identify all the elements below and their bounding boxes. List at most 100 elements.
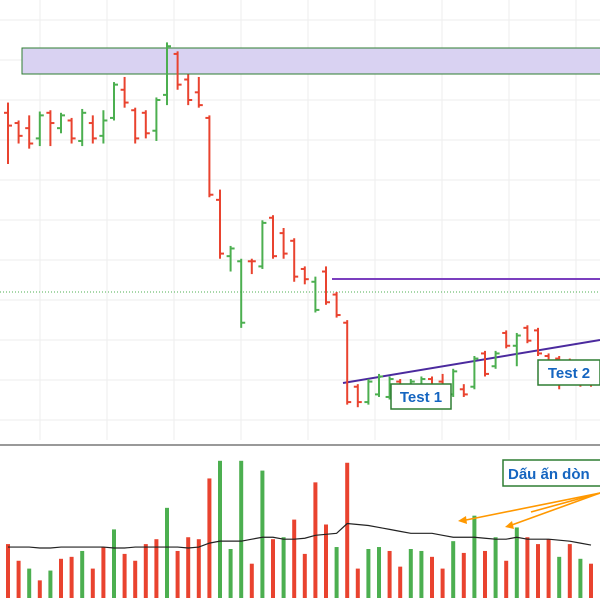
volume-bar	[589, 563, 593, 598]
price-bar	[67, 117, 76, 144]
price-bar	[163, 42, 171, 106]
price-bar	[343, 320, 352, 405]
volume-bar	[207, 478, 212, 598]
price-bar	[502, 330, 511, 349]
price-bar	[332, 292, 341, 318]
arrow-line-3	[530, 492, 600, 513]
volume-note-box	[502, 459, 600, 487]
volume-bar	[249, 563, 254, 598]
volume-bar	[451, 541, 456, 598]
price-bar	[184, 74, 193, 106]
volume-bar	[122, 553, 127, 598]
price-bar	[14, 120, 23, 144]
volume-bar	[578, 558, 583, 598]
price-bar	[258, 220, 267, 269]
volume-bar	[165, 507, 169, 598]
volume-bar	[387, 550, 392, 598]
price-bar	[491, 350, 500, 369]
volume-bar	[408, 549, 413, 598]
price-bar	[173, 51, 182, 90]
volume-bar	[419, 550, 424, 598]
test2-label-text: Test 2	[548, 365, 590, 382]
volume-note: Dấu ấn dòn	[502, 459, 600, 487]
volume-bar	[525, 537, 530, 598]
test2-label: Test 2	[537, 359, 600, 386]
volume-bars	[6, 460, 593, 598]
volume-bar	[366, 549, 371, 598]
volume-bar	[514, 527, 519, 598]
price-bar	[110, 82, 118, 121]
price-bar	[152, 97, 161, 141]
volume-bar	[6, 544, 10, 598]
volume-bar	[112, 529, 116, 598]
arrow-line-2	[508, 492, 600, 527]
price-bar	[237, 258, 246, 328]
volume-bar	[37, 580, 42, 598]
price-bar	[4, 102, 12, 164]
price-bar	[141, 110, 150, 139]
volume-bar	[16, 560, 21, 598]
volume-bar	[133, 560, 138, 598]
test1-label: Test 1	[390, 383, 452, 410]
price-bar	[226, 245, 235, 272]
volume-bar	[48, 570, 53, 598]
volume-bar	[228, 549, 233, 598]
price-bar	[385, 376, 394, 400]
price-bar	[247, 258, 256, 275]
price-bar	[375, 373, 383, 397]
price-bar	[25, 115, 34, 149]
price-bar	[512, 332, 521, 367]
volume-bar	[430, 556, 434, 598]
volume-bar	[271, 539, 275, 598]
price-bar	[46, 110, 55, 147]
test1-label-text: Test 1	[400, 389, 442, 406]
price-bar	[364, 379, 373, 405]
volume-bar	[398, 566, 403, 598]
test2-label-box	[537, 359, 600, 386]
volume-bar	[218, 460, 222, 598]
volume-bar	[546, 539, 551, 598]
volume-bar	[260, 470, 265, 598]
volume-bar	[334, 547, 339, 598]
volume-bar	[504, 560, 509, 598]
price-bar	[88, 115, 97, 144]
volume-note-text: Dấu ấn dòn	[508, 466, 590, 483]
volume-bar	[90, 568, 95, 598]
volume-bar	[461, 552, 466, 598]
test1-label-box	[390, 383, 452, 410]
volume-bar	[440, 568, 445, 598]
volume-bar	[292, 519, 297, 598]
volume-bar	[493, 537, 498, 598]
price-bar	[216, 189, 224, 259]
price-bar	[534, 327, 542, 356]
volume-bar	[557, 556, 562, 598]
volume-bar	[175, 550, 180, 598]
resistance-zone	[21, 47, 600, 75]
price-bar	[459, 384, 468, 397]
price-bar	[120, 76, 129, 108]
volume-bar	[101, 547, 106, 598]
arrow-head-2	[505, 521, 514, 529]
volume-bar	[355, 568, 360, 598]
volume-bar	[143, 544, 148, 598]
price-bar	[311, 276, 320, 313]
price-bar	[269, 215, 277, 259]
volume-bar	[313, 482, 318, 598]
volume-bar	[377, 547, 381, 598]
price-bar	[205, 115, 214, 198]
volume-bar	[483, 550, 487, 598]
volume-bar	[27, 568, 32, 598]
volume-bar	[59, 558, 63, 598]
volume-bar	[345, 462, 350, 598]
volume-bar	[472, 515, 477, 598]
price-bar	[131, 107, 140, 144]
price-bar	[35, 111, 44, 147]
volume-moving-average	[8, 522, 592, 549]
volume-bar	[281, 537, 286, 598]
price-bar	[279, 228, 288, 259]
support-trendline	[342, 339, 600, 384]
volume-bar	[567, 544, 572, 598]
volume-bar	[324, 524, 328, 598]
price-bar	[57, 112, 65, 134]
price-bar	[470, 356, 479, 390]
